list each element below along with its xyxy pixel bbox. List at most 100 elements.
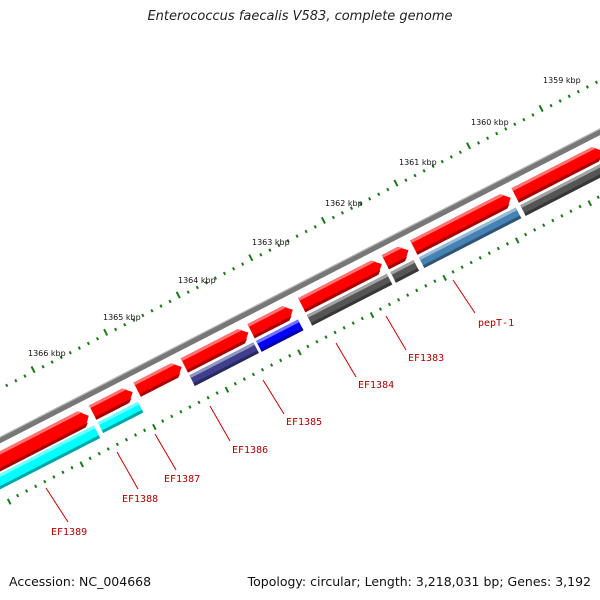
inner-scale-tick [315,339,319,344]
gene-next-a-highlight [511,147,597,191]
gene-ef1388-shadow [95,398,132,420]
gene-next-a [511,147,600,203]
inner-scale-tick [6,498,12,505]
scale-tick [259,253,263,257]
scale-label-1365: 1365 kbp [103,313,141,322]
inner-scale-tick [351,321,355,325]
gene-label-ef1387: EF1387 [164,474,200,485]
gene-ef1388-cds-body [97,401,144,433]
inner-scale-tick [578,204,582,209]
scale-tick [466,142,472,150]
gene-ef1389 [0,411,89,472]
gene-ef1387-body [133,363,182,397]
gene-ef1386-highlight [180,329,243,362]
scale-tick [159,304,163,308]
inner-scale-tick [288,353,292,358]
gene-pept-1 [410,194,511,255]
inner-scale-tick [324,335,328,339]
scale-tick [531,113,535,117]
gene-ef1383 [381,246,409,270]
gene-ef1384 [298,260,382,313]
gene-ef1384-cds-highlight [306,273,389,318]
gene-ef1384-highlight [298,260,376,301]
inner-scale-tick [542,223,546,227]
scale-label-1359: 1359 kbp [543,76,581,85]
gene-ef1387 [133,363,182,397]
scale-tick [68,350,72,355]
gene-ef1384-cds-shadow [310,281,393,326]
inner-scale-tick [487,251,491,255]
scale-tick [150,308,154,313]
inner-scale-tick [133,433,138,437]
gene-ef1383-cds-highlight [390,260,415,275]
accession-text: Accession: NC_004668 [9,574,152,589]
gene-ef1388 [89,388,133,420]
scale-tick [114,327,118,332]
scale-tick [558,99,562,103]
scale-tick [449,155,453,159]
scale-tick [248,254,254,262]
gene-features [0,147,600,490]
scale-tick [422,169,426,173]
scale-tick [141,313,145,318]
inner-scale-tick [297,349,302,356]
map-title: Enterococcus faecalis V583, complete gen… [147,9,453,24]
scale-tick [204,280,208,285]
inner-scale-tick [587,200,593,207]
inner-scale-tick [306,344,310,349]
inner-scale-tick [179,409,183,414]
scale-tick [440,159,444,164]
scale-tick [404,178,408,183]
scale-tick [5,383,9,388]
label-leaders [45,279,476,523]
scale-label-1363: 1363 kbp [252,238,290,247]
scale-labels: 1359 kbp 1360 kbp 1361 kbp 1362 kbp 1363… [28,76,581,358]
scale-label-1362: 1362 kbp [325,199,363,208]
scale-tick [504,127,508,131]
scale-tick [103,328,109,336]
leader-ef1386 [209,405,231,442]
backbone-line [0,128,600,444]
scale-tick [320,216,326,224]
inner-scale-tick [496,246,500,251]
inner-scale-tick [88,456,92,461]
leader-ef1387 [154,433,177,471]
gene-ef1388-highlight [89,388,127,409]
gene-ef1389-cds-shadow [0,435,101,490]
gene-ef1389-cds-highlight [0,425,96,478]
scale-tick [286,239,290,243]
gene-next-a-cds-highlight [520,164,600,208]
gene-ef1383-cds [390,260,419,283]
gene-ef1386-body [180,329,249,373]
scale-label-1361: 1361 kbp [399,158,437,167]
scale-tick [313,225,317,229]
scale-tick [14,378,18,383]
inner-scale-tick [460,265,464,269]
scale-tick [594,80,599,85]
inner-scale-tick [43,479,47,484]
scale-tick [458,150,462,155]
gene-ef1387-shadow [139,373,181,397]
inner-scale-tick [505,242,510,246]
inner-scale-tick [25,489,29,493]
inner-scale-tick [215,391,219,395]
gene-ef1385 [247,306,293,339]
inner-scale-tick [397,298,401,302]
inner-scale-tick [424,284,428,288]
inner-scale-tick [224,386,230,393]
gene-next-a-shadow [517,157,600,203]
inner-scale-tick [170,414,174,419]
scale-tick [304,229,308,234]
gene-ef1389-highlight [0,411,83,455]
scale-tick [522,117,526,122]
gene-labels: pepT-1 EF1383 EF1384 EF1385 EF1386 EF138… [51,318,514,538]
gene-pept-1-highlight [410,194,505,244]
inner-scale-tick [378,307,383,311]
scale-tick [295,234,299,238]
inner-scale-tick [533,228,537,232]
inner-scale-tick [106,447,110,451]
backbone-highlight [0,128,600,438]
scale-tick [50,360,54,364]
inner-scale-tick [596,195,600,200]
